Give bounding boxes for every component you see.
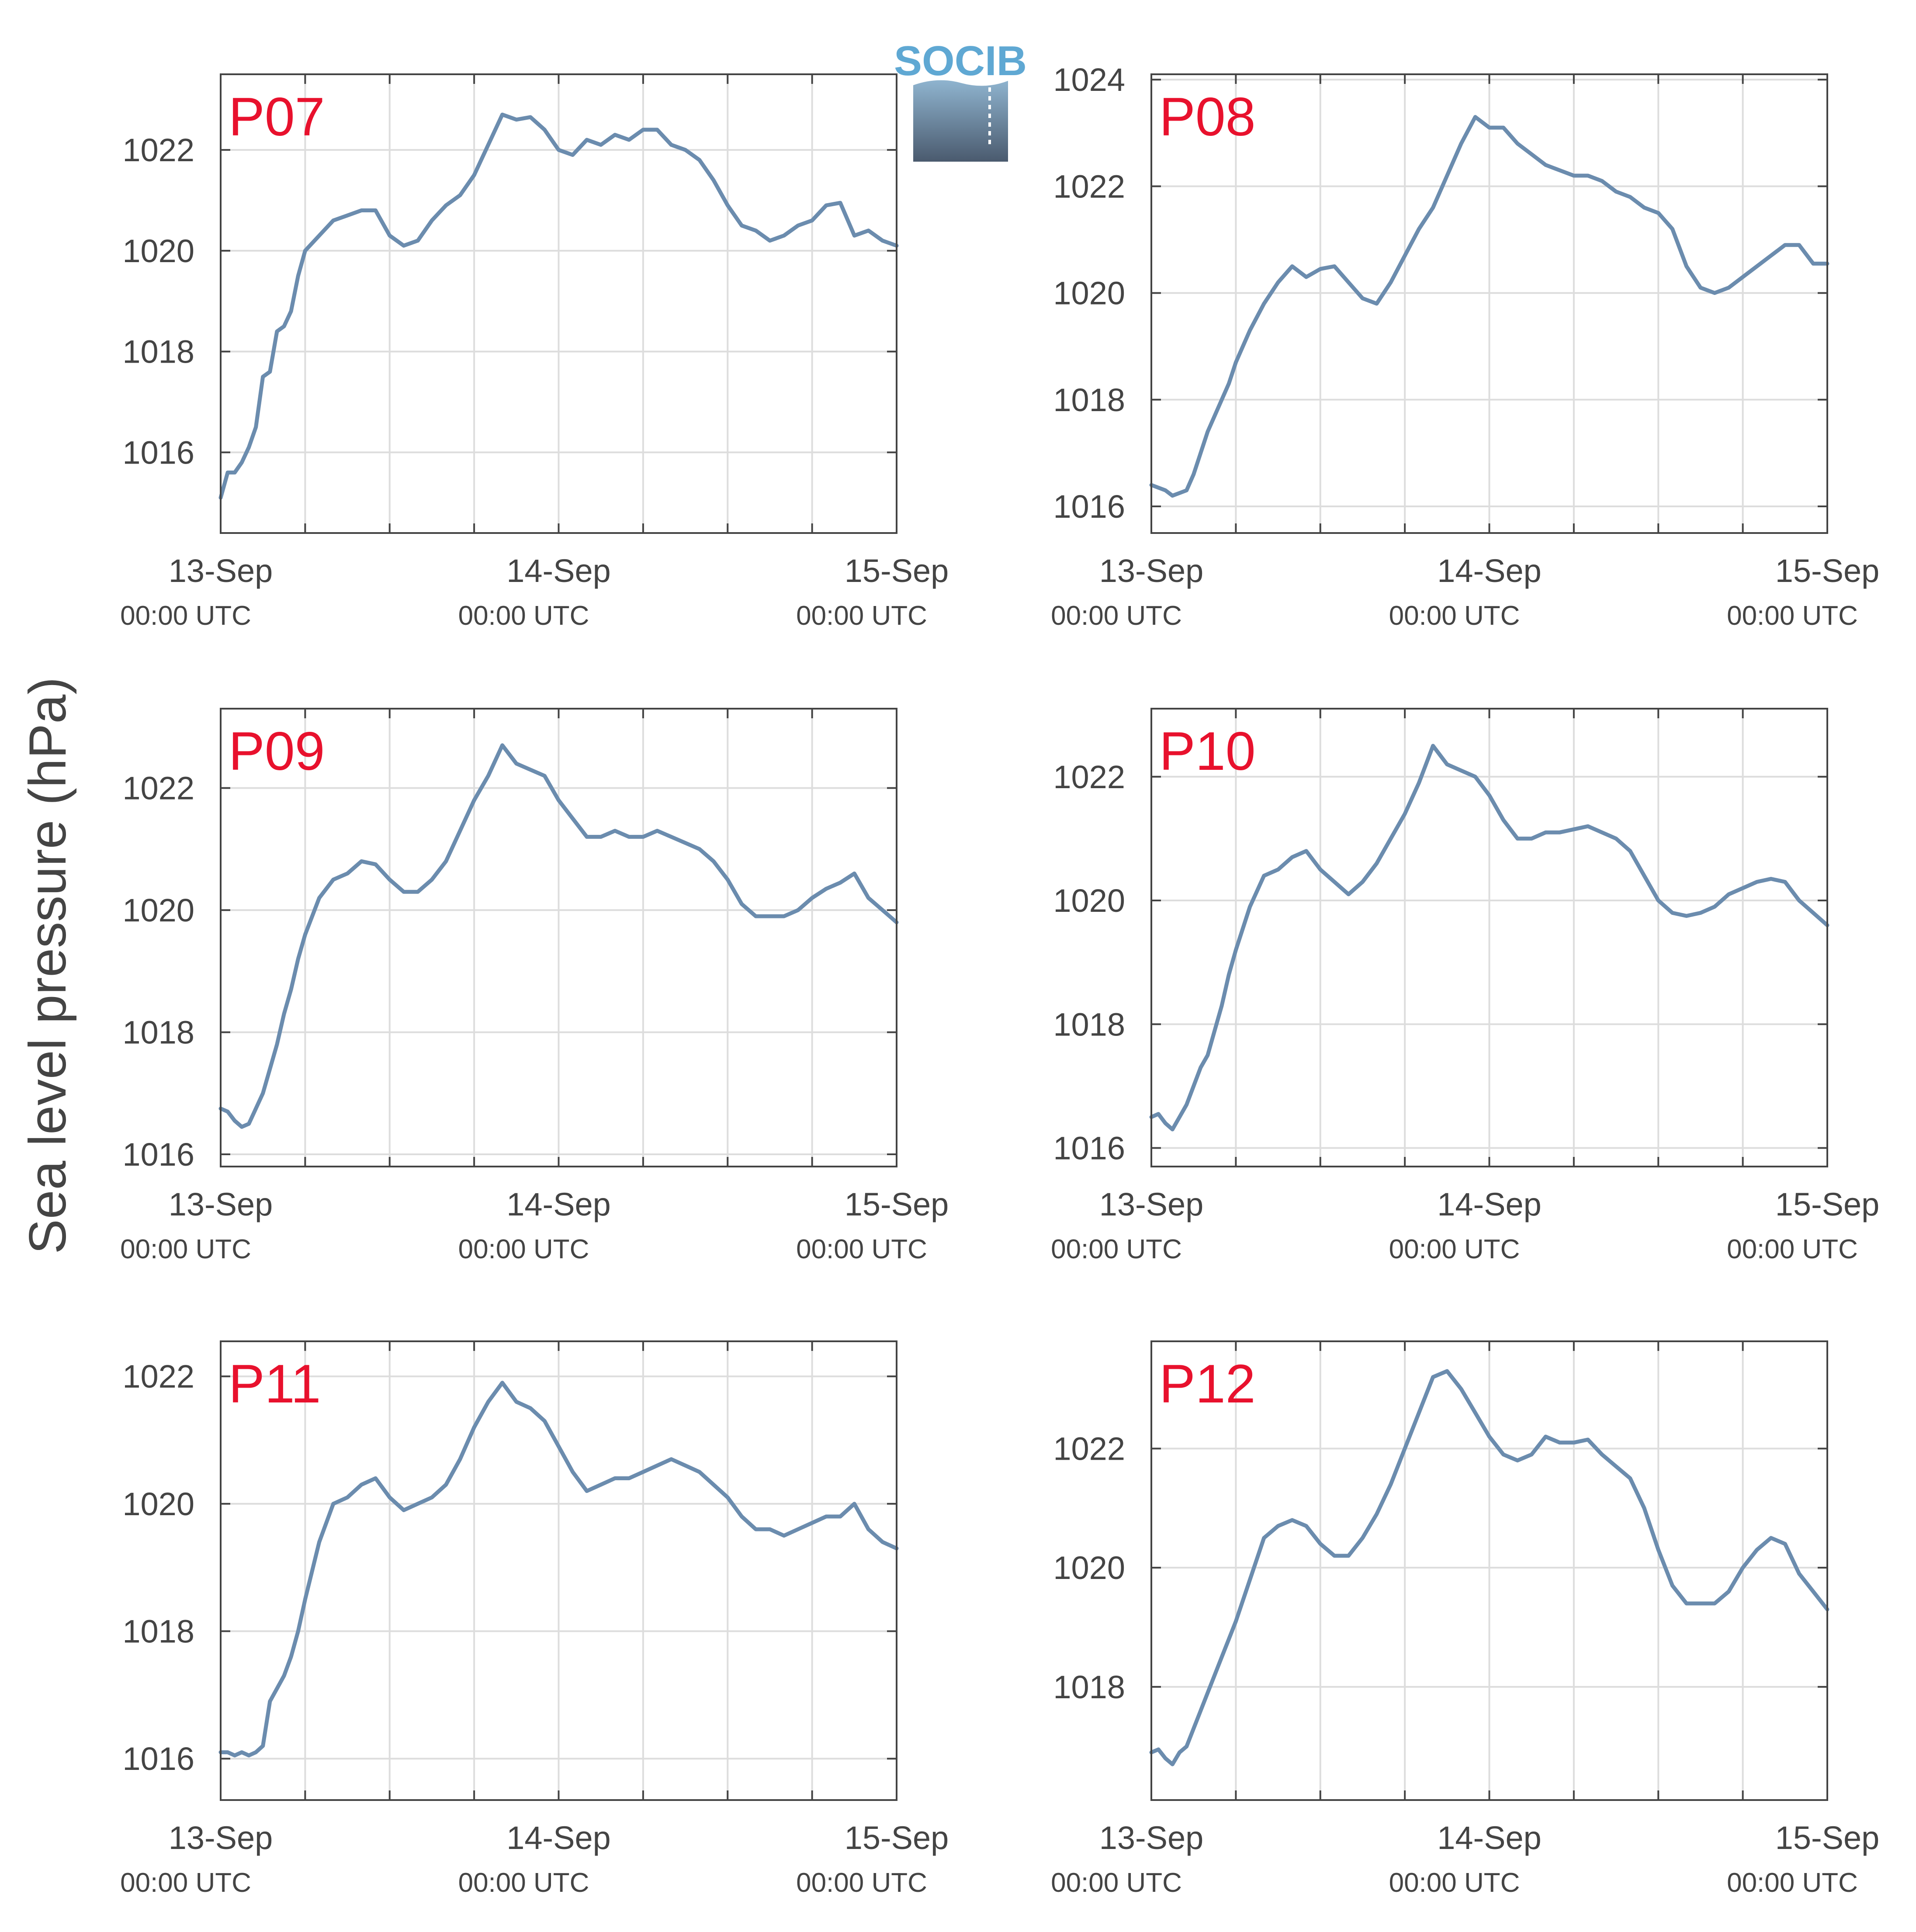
x-tick-label-time: 00:00 UTC [1051,1234,1182,1264]
y-tick-label: 1018 [122,334,194,370]
y-tick-label: 1018 [122,1613,194,1650]
x-tick-label-time: 00:00 UTC [1727,1234,1858,1264]
x-tick-label-day: 15-Sep [1775,553,1880,589]
x-tick-label-time: 00:00 UTC [1051,601,1182,631]
series-line-p07 [218,112,899,500]
y-tick-label: 1018 [1053,1669,1125,1705]
x-tick-label-day: 14-Sep [1437,553,1542,589]
x-tick-label-day: 13-Sep [169,1186,273,1222]
x-tick-label-time: 00:00 UTC [458,1868,589,1898]
y-tick-label: 1018 [1053,1006,1125,1042]
y-tick-label: 1020 [122,892,194,928]
y-tick-label: 1024 [1053,62,1125,98]
panel-label: P12 [1159,1354,1256,1414]
socib-logo: SOCIB [894,38,1027,162]
x-tick-label-time: 00:00 UTC [120,1234,251,1264]
x-tick-label-time: 00:00 UTC [1051,1868,1182,1898]
x-tick-label-day: 13-Sep [169,1820,273,1856]
panel-p07: 1016 1018 1020 1022 13-Sep 00:00 UTC 14-Sep 00:… [120,73,949,631]
panel-label: P08 [1159,87,1256,147]
y-tick-label: 1016 [1053,488,1125,525]
y-tick-label: 1022 [122,1358,194,1395]
y-tick-label: 1016 [1053,1130,1125,1167]
x-tick-label-day: 14-Sep [1437,1186,1542,1222]
panel-p11: 1016 1018 1020 1022 13-Sep 00:00 UTC 14-Sep 00:… [120,1340,949,1898]
x-tick-label-day: 15-Sep [845,1186,949,1222]
x-tick-label-time: 00:00 UTC [1389,1868,1520,1898]
x-tick-label-time: 00:00 UTC [1727,1868,1858,1898]
series-line-p09 [218,743,899,1129]
panel-label: P07 [229,87,325,147]
x-tick-label-time: 00:00 UTC [458,1234,589,1264]
series-line-p11 [218,1381,899,1758]
y-tick-label: 1022 [122,770,194,807]
x-tick-label-time: 00:00 UTC [458,601,589,631]
logo-wave-block [913,80,1008,162]
x-tick-label-day: 13-Sep [169,553,273,589]
panel-label: P10 [1159,721,1256,782]
x-tick-label-day: 13-Sep [1099,1186,1204,1222]
panels-group: 1016 1018 1020 1022 13-Sep 00:00 UTC 14-Sep 00:… [120,62,1879,1898]
y-tick-label: 1018 [122,1014,194,1051]
x-tick-label-time: 00:00 UTC [796,601,927,631]
panel-p12: 1018 1020 1022 13-Sep 00:00 UTC 14-Sep 00:00 U… [1051,1340,1880,1898]
y-tick-label: 1016 [122,1136,194,1173]
panel-label: P09 [229,721,325,782]
x-tick-label-time: 00:00 UTC [120,601,251,631]
panel-p10: 1016 1018 1020 1022 13-Sep 00:00 UTC 14-Sep 00:… [1051,708,1880,1264]
y-tick-label: 1020 [1053,1550,1125,1586]
panel-p09: 1016 1018 1020 1022 13-Sep 00:00 UTC 14-Sep 00:… [120,708,949,1264]
y-tick-label: 1020 [122,1486,194,1522]
x-tick-label-time: 00:00 UTC [120,1868,251,1898]
series-line-p10 [1149,744,1829,1132]
y-tick-label: 1016 [122,434,194,471]
x-tick-label-time: 00:00 UTC [796,1234,927,1264]
x-tick-label-day: 15-Sep [845,553,949,589]
y-tick-label: 1022 [1053,759,1125,795]
x-tick-label-time: 00:00 UTC [1389,1234,1520,1264]
x-tick-label-time: 00:00 UTC [796,1868,927,1898]
series-line-p12 [1149,1369,1829,1766]
x-tick-label-time: 00:00 UTC [1389,601,1520,631]
x-tick-label-day: 13-Sep [1099,1820,1204,1856]
x-tick-label-day: 13-Sep [1099,553,1204,589]
x-tick-label-time: 00:00 UTC [1727,601,1858,631]
series-line-p08 [1149,115,1829,498]
x-tick-label-day: 15-Sep [1775,1186,1880,1222]
x-tick-label-day: 15-Sep [1775,1820,1880,1856]
x-tick-label-day: 14-Sep [1437,1820,1542,1856]
y-tick-label: 1016 [122,1741,194,1777]
y-tick-label: 1020 [1053,883,1125,919]
y-tick-label: 1022 [122,132,194,168]
x-tick-label-day: 15-Sep [845,1820,949,1856]
y-tick-label: 1018 [1053,382,1125,418]
x-tick-label-day: 14-Sep [506,553,611,589]
logo-text: SOCIB [894,38,1027,84]
y-axis-label: Sea level pressure (hPa) [18,677,77,1254]
panel-p08: 1016 1018 1020 1022 1024 13-Sep 00:00 UTC 14-Se… [1051,62,1879,631]
panel-label: P11 [229,1354,321,1414]
x-tick-label-day: 14-Sep [506,1820,611,1856]
x-tick-label-day: 14-Sep [506,1186,611,1222]
y-tick-label: 1020 [1053,275,1125,312]
y-tick-label: 1022 [1053,168,1125,204]
y-tick-label: 1020 [122,233,194,269]
y-tick-label: 1022 [1053,1430,1125,1467]
